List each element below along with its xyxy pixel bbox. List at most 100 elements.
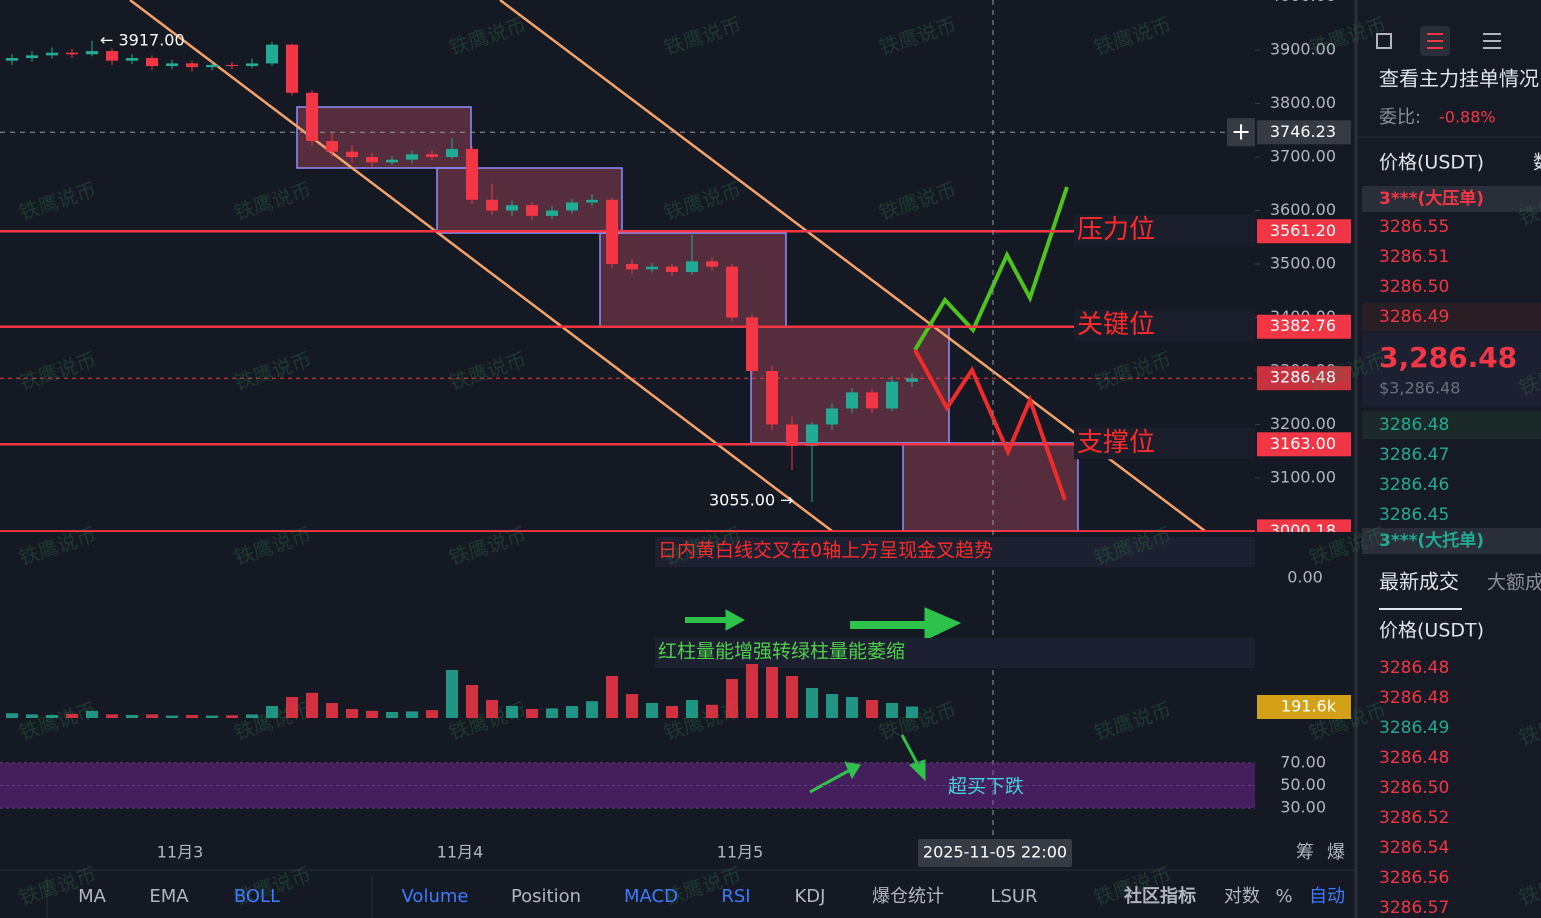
toolbar-item[interactable]: RSI bbox=[721, 886, 750, 907]
candle-body bbox=[466, 148, 478, 200]
candle-body bbox=[726, 266, 738, 318]
icon[interactable] bbox=[1376, 33, 1392, 49]
volume-bar bbox=[806, 688, 818, 718]
candle-body bbox=[866, 392, 878, 409]
volume-bar bbox=[666, 706, 678, 718]
candle-body bbox=[786, 424, 798, 446]
price-pane: 4000.00 3900.00 3800.00 3700.00 3600.00 3500.… bbox=[0, 0, 1351, 532]
ratio: -0.88% bbox=[1439, 108, 1496, 127]
toolbar-item[interactable]: MA bbox=[78, 886, 107, 907]
tab[interactable]: 最新成交 bbox=[1379, 570, 1459, 594]
volume-bar bbox=[166, 715, 178, 718]
volume-bar bbox=[326, 703, 338, 718]
volume-bar bbox=[546, 708, 558, 718]
toolbar-item[interactable]: 社区指标 bbox=[1124, 885, 1196, 907]
bid-price: 3286.47 bbox=[1379, 445, 1449, 465]
volume-bar bbox=[386, 712, 398, 718]
candle-body bbox=[846, 392, 858, 409]
trade-header: 价格(USDT) bbox=[1379, 620, 1484, 642]
candle-body bbox=[46, 52, 58, 56]
level-name: 支撑位 bbox=[1077, 428, 1155, 458]
orderbook-title[interactable]: 查看主力挂单情况 bbox=[1379, 67, 1539, 91]
candle-body bbox=[206, 64, 218, 68]
volume-bar bbox=[606, 676, 618, 718]
volume-bar bbox=[26, 714, 38, 718]
axis-button[interactable]: 筹 bbox=[1296, 842, 1314, 863]
candle-body bbox=[426, 154, 438, 157]
toolbar-item[interactable]: Position bbox=[511, 886, 581, 907]
crosshair-button[interactable] bbox=[1227, 118, 1255, 147]
level-badge bbox=[1257, 519, 1351, 532]
ask-price: 3286.50 bbox=[1379, 277, 1449, 297]
axis-button[interactable]: 爆 bbox=[1327, 842, 1345, 863]
row-bg bbox=[1362, 528, 1541, 554]
toolbar-item[interactable]: 对数 bbox=[1224, 886, 1260, 907]
volume-bar bbox=[706, 704, 718, 718]
candle-body bbox=[686, 261, 698, 273]
y-tick-label: 3700.00 bbox=[1270, 147, 1336, 166]
rsi-tick-label: 50.00 bbox=[1280, 775, 1326, 794]
forecast-down bbox=[913, 349, 1067, 501]
toolbar-item[interactable]: EMA bbox=[149, 886, 189, 907]
volume-bar bbox=[106, 714, 118, 718]
toolbar-item[interactable]: Volume bbox=[402, 886, 469, 907]
price-header: 价格(USDT) bbox=[1379, 152, 1484, 174]
toolbar-item[interactable]: MACD bbox=[624, 886, 678, 907]
volume-bar bbox=[206, 715, 218, 718]
trade-price: 3286.52 bbox=[1379, 808, 1449, 828]
arrow-head bbox=[725, 609, 746, 631]
y-tick-label: 3900.00 bbox=[1270, 40, 1336, 59]
volume-bar bbox=[346, 709, 358, 718]
candle-body bbox=[506, 205, 518, 211]
volume-bar bbox=[466, 685, 478, 718]
toolbar-item[interactable]: 自动 bbox=[1309, 886, 1345, 907]
candle-body bbox=[806, 424, 818, 446]
row-bg bbox=[1362, 411, 1541, 439]
arrow bbox=[900, 734, 920, 766]
volume-bar bbox=[726, 679, 738, 718]
current-price: 3286.48 bbox=[1270, 368, 1336, 387]
candle-body bbox=[766, 371, 778, 425]
volume-bar bbox=[286, 697, 298, 718]
toolbar-item[interactable]: LSUR bbox=[990, 886, 1037, 907]
toolbar-item[interactable]: % bbox=[1275, 886, 1292, 907]
candle-body bbox=[446, 148, 458, 157]
candle-body bbox=[266, 44, 278, 64]
volume-bar bbox=[906, 706, 918, 718]
trade-price: 3286.48 bbox=[1379, 748, 1449, 768]
trade-price: 3286.49 bbox=[1379, 718, 1449, 738]
volume-bar bbox=[566, 706, 578, 718]
y-tick-label: 3800.00 bbox=[1270, 93, 1336, 112]
toolbar-item[interactable]: 爆仓统计 bbox=[872, 886, 944, 907]
ask-big: 3***(大压单) bbox=[1379, 188, 1484, 209]
candle-body bbox=[126, 58, 138, 61]
ask-price: 3286.49 bbox=[1379, 307, 1449, 327]
level-badge bbox=[1257, 432, 1351, 457]
candle-body bbox=[346, 151, 358, 157]
plus: + bbox=[1231, 117, 1251, 145]
level-label-bg bbox=[1074, 309, 1255, 342]
bid-price: 3286.46 bbox=[1379, 475, 1449, 495]
volume-bar bbox=[226, 715, 238, 718]
macd-note: 日内黄白线交叉在0轴上方呈现金叉趋势 bbox=[658, 540, 993, 562]
y-tick-label: 3200.00 bbox=[1270, 414, 1336, 433]
toolbar-item[interactable]: KDJ bbox=[795, 886, 826, 907]
last-price: 3,286.48 bbox=[1379, 341, 1517, 374]
volume-bar bbox=[506, 706, 518, 718]
volume-bar bbox=[66, 713, 78, 718]
tab[interactable]: 大额成 bbox=[1487, 572, 1541, 594]
trade-price: 3286.48 bbox=[1379, 688, 1449, 708]
volume-bar bbox=[866, 700, 878, 718]
current-badge bbox=[1257, 366, 1351, 391]
volume-bar bbox=[766, 667, 778, 718]
bid-price: 3286.48 bbox=[1379, 415, 1449, 435]
note-bg bbox=[655, 638, 1255, 668]
icon[interactable] bbox=[1427, 33, 1443, 49]
volume-bar bbox=[426, 710, 438, 718]
candle-body bbox=[566, 202, 578, 211]
icon[interactable] bbox=[1483, 33, 1501, 49]
volume-bar bbox=[446, 670, 458, 718]
toolbar-item[interactable]: BOLL bbox=[234, 886, 280, 907]
volume-bar bbox=[526, 709, 538, 718]
volume-bar bbox=[586, 701, 598, 718]
